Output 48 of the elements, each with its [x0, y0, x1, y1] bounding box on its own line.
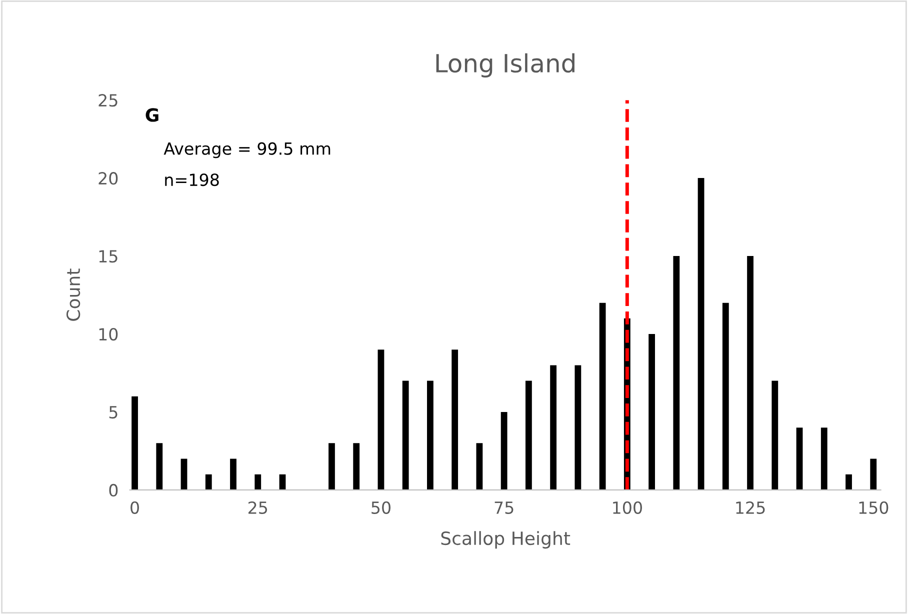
- bar: [205, 474, 212, 490]
- y-tick-label: 15: [99, 250, 118, 263]
- bar: [156, 443, 163, 490]
- x-axis-title: Scallop Height: [441, 531, 570, 549]
- bar: [230, 458, 236, 490]
- bar: [796, 428, 803, 490]
- bar: [846, 474, 852, 490]
- y-tick-label: 5: [109, 406, 118, 419]
- x-tick-label: 125: [736, 501, 765, 514]
- bar: [328, 443, 335, 490]
- annotation: n=198: [165, 173, 219, 186]
- x-tick-label: 100: [613, 501, 642, 514]
- bar: [698, 178, 704, 490]
- y-tick-label: 20: [98, 172, 118, 185]
- x-tick-label: 75: [494, 502, 514, 514]
- bar: [378, 350, 384, 490]
- bar: [427, 380, 434, 490]
- bar: [500, 412, 508, 490]
- bar: [353, 443, 360, 490]
- x-tick-label: 150: [859, 501, 888, 514]
- annotation: G: [146, 108, 158, 122]
- bar: [574, 365, 582, 490]
- bar: [820, 428, 828, 490]
- bar: [870, 458, 877, 490]
- bar: [476, 443, 483, 490]
- bar: [747, 256, 754, 490]
- bar: [180, 458, 188, 490]
- y-axis-title: Count: [66, 268, 80, 321]
- bar: [254, 474, 262, 490]
- y-tick-label: 0: [109, 484, 118, 497]
- bar: [550, 365, 557, 490]
- bar: [402, 380, 409, 490]
- y-tick-label: 10: [99, 328, 118, 341]
- bar: [279, 474, 286, 490]
- bar: [673, 256, 680, 490]
- x-tick-label: 25: [248, 501, 268, 514]
- bar: [772, 380, 778, 490]
- bar: [452, 350, 458, 490]
- chart-title: Long Island: [436, 53, 574, 78]
- annotation: Average = 99.5 mm: [164, 142, 330, 158]
- bar: [648, 334, 655, 490]
- x-tick-label: 0: [130, 501, 139, 514]
- bar: [525, 380, 532, 490]
- bar: [722, 302, 729, 490]
- bar: [132, 396, 138, 490]
- y-tick-label: 25: [98, 94, 118, 107]
- x-tick-label: 50: [372, 501, 390, 514]
- bar: [599, 302, 606, 490]
